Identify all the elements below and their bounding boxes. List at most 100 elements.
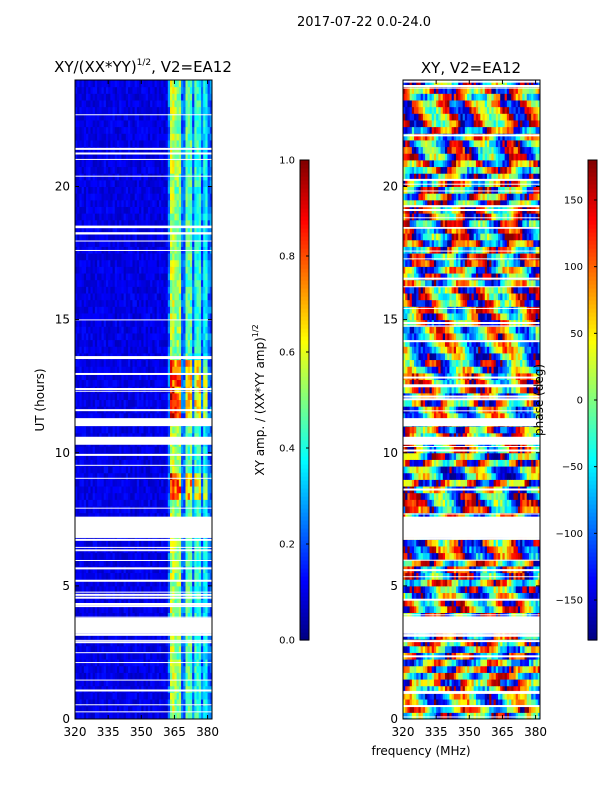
amp-cell [88,332,91,341]
amp-cell [147,506,151,514]
amp-cell [103,712,107,720]
amp-cell [170,312,173,321]
amp-cell [158,645,162,653]
amp-cell [77,599,80,607]
amp-cell [132,432,136,440]
amp-cell [161,492,164,500]
amp-cell [88,266,91,274]
amp-cell [198,672,202,680]
amp-cell [90,486,94,494]
amp-cell [75,585,78,594]
amp-cell [205,372,209,381]
amp-cell [161,392,164,400]
amp-cell [116,479,120,487]
amp-cell [128,239,131,247]
amp-cell [174,632,178,640]
amp-cell [154,492,158,500]
amp-cell [189,266,193,274]
amp-cell [198,226,202,234]
amp-cell [203,372,206,381]
amp-cell [139,592,142,600]
amp-cell [88,472,91,480]
amp-cell [97,286,100,294]
amp-cell [88,665,91,673]
amp-cell [105,319,109,327]
amp-cell [134,266,138,274]
amp-cell [114,492,118,500]
amp-cell [192,266,195,274]
amp-cell [123,565,127,574]
amp-cell [105,279,109,287]
amp-cell [128,579,131,587]
amp-cell [178,712,182,720]
amp-cell [128,692,131,700]
amp-cell [77,432,80,440]
amp-cell [112,679,116,687]
amp-cell [205,452,209,460]
amp-cell [203,259,206,267]
amp-cell [141,346,144,354]
amp-cell [143,326,147,334]
amp-cell [94,286,98,294]
amp-cell [81,539,85,547]
amp-cell [114,692,118,700]
amp-cell [185,239,189,247]
amp-cell [183,585,186,594]
amp-cell [189,226,193,234]
amp-cell [139,672,142,680]
amp-cell [163,339,167,347]
amp-cell [152,339,156,347]
amp-cell [108,253,111,261]
amp-cell [196,492,200,500]
amp-cell [143,705,147,713]
amp-cell [123,299,127,307]
amp-cell [189,332,193,341]
amp-cell [143,612,147,620]
amp-cell [83,712,87,720]
amp-cell [88,306,91,314]
amp-cell [141,512,144,520]
amp-cell [92,585,96,594]
amp-cell [145,226,149,234]
amp-cell [163,679,167,687]
amp-cell [90,552,94,560]
amp-cell [152,279,156,287]
amp-cell [145,712,149,720]
amp-cell [101,432,105,440]
amp-cell [203,466,206,474]
amp-cell [194,279,198,287]
amp-cell [130,379,133,387]
amp-cell [90,605,94,613]
amp-cell [77,605,80,613]
amp-cell [196,346,200,354]
amp-cell [163,459,167,467]
amp-cell [194,539,198,547]
amp-cell [108,312,111,321]
amp-cell [99,492,103,500]
amp-cell [187,299,191,307]
amp-cell [150,359,153,367]
amp-cell [165,253,169,261]
amp-cell [181,392,184,400]
amp-cell [185,492,189,500]
amp-cell [121,312,125,321]
amp-cell [101,579,105,587]
amp-cell [170,446,173,454]
amp-cell [150,219,153,227]
amp-cell [198,712,202,720]
amp-cell [94,679,98,687]
amp-cell [101,665,105,673]
amp-cell [90,426,94,434]
amp-cell [105,446,109,454]
amp-cell [145,685,149,693]
amp-cell [189,612,193,620]
amp-cell [110,552,114,560]
amp-cell [196,565,200,574]
amp-cell [172,685,175,693]
amp-cell [112,492,116,500]
amp-cell [88,499,91,507]
amp-cell [161,306,164,314]
amp-cell [77,572,80,580]
amp-cell [198,472,202,480]
amp-cell [158,339,162,347]
